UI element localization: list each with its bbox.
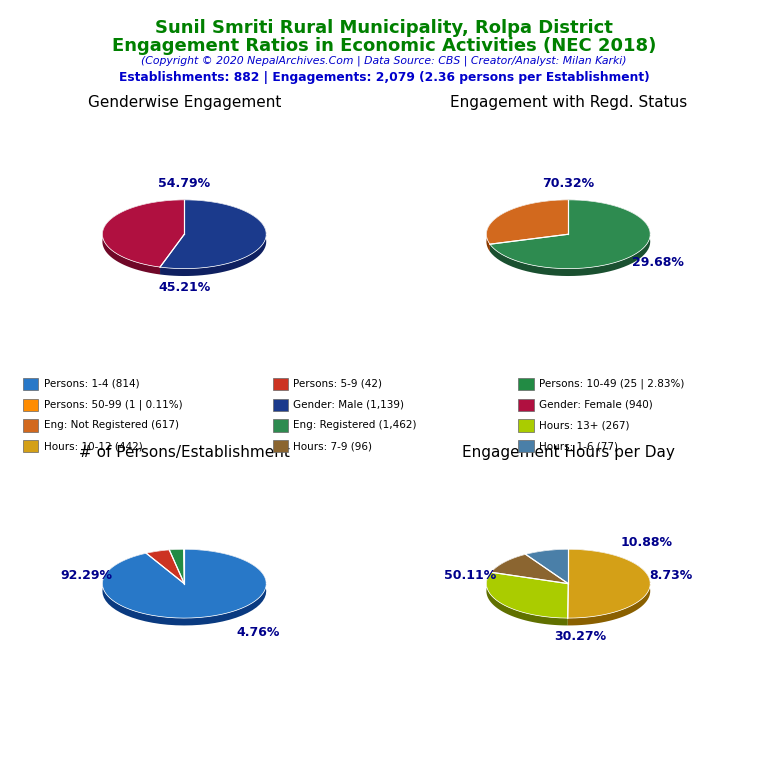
Text: Eng: Registered (1,462): Eng: Registered (1,462) [293, 420, 417, 431]
Text: 54.79%: 54.79% [158, 177, 210, 190]
Text: 50.11%: 50.11% [444, 569, 496, 582]
Polygon shape [160, 200, 266, 276]
Polygon shape [490, 200, 650, 276]
Polygon shape [486, 572, 568, 618]
Text: 29.68%: 29.68% [633, 257, 684, 270]
Text: Persons: 10-49 (25 | 2.83%): Persons: 10-49 (25 | 2.83%) [539, 379, 684, 389]
Title: Engagement Hours per Day: Engagement Hours per Day [462, 445, 675, 459]
Polygon shape [490, 200, 650, 269]
Polygon shape [169, 549, 184, 558]
Text: 92.29%: 92.29% [60, 569, 112, 582]
Text: 45.21%: 45.21% [158, 281, 210, 294]
Polygon shape [486, 200, 568, 244]
Text: Persons: 5-9 (42): Persons: 5-9 (42) [293, 379, 382, 389]
Text: Gender: Female (940): Gender: Female (940) [539, 399, 653, 410]
Polygon shape [525, 549, 568, 584]
Text: Sunil Smriti Rural Municipality, Rolpa District: Sunil Smriti Rural Municipality, Rolpa D… [155, 19, 613, 37]
Title: Engagement with Regd. Status: Engagement with Regd. Status [450, 95, 687, 110]
Polygon shape [160, 200, 266, 269]
Text: Hours: 10-12 (442): Hours: 10-12 (442) [44, 441, 143, 452]
Text: Hours: 7-9 (96): Hours: 7-9 (96) [293, 441, 372, 452]
Polygon shape [486, 572, 568, 625]
Polygon shape [568, 549, 650, 618]
Text: (Copyright © 2020 NepalArchives.Com | Data Source: CBS | Creator/Analyst: Milan : (Copyright © 2020 NepalArchives.Com | Da… [141, 55, 627, 66]
Polygon shape [146, 550, 184, 584]
Title: # of Persons/Establishment: # of Persons/Establishment [79, 445, 290, 459]
Polygon shape [491, 554, 525, 580]
Text: Engagement Ratios in Economic Activities (NEC 2018): Engagement Ratios in Economic Activities… [112, 37, 656, 55]
Text: Gender: Male (1,139): Gender: Male (1,139) [293, 399, 405, 410]
Text: Persons: 1-4 (814): Persons: 1-4 (814) [44, 379, 140, 389]
Text: 30.27%: 30.27% [554, 631, 607, 644]
Text: 8.73%: 8.73% [649, 569, 692, 582]
Text: Persons: 50-99 (1 | 0.11%): Persons: 50-99 (1 | 0.11%) [44, 399, 183, 410]
Text: Establishments: 882 | Engagements: 2,079 (2.36 persons per Establishment): Establishments: 882 | Engagements: 2,079… [119, 71, 649, 84]
Polygon shape [102, 549, 266, 618]
Polygon shape [491, 554, 568, 584]
Text: 4.76%: 4.76% [237, 627, 280, 639]
Text: Hours: 1-6 (77): Hours: 1-6 (77) [539, 441, 618, 452]
Text: 10.88%: 10.88% [620, 536, 672, 549]
Text: Eng: Not Registered (617): Eng: Not Registered (617) [44, 420, 179, 431]
Text: Hours: 13+ (267): Hours: 13+ (267) [539, 420, 630, 431]
Text: 70.32%: 70.32% [542, 177, 594, 190]
Polygon shape [169, 549, 184, 584]
Polygon shape [102, 200, 184, 267]
Polygon shape [486, 200, 568, 252]
Polygon shape [146, 550, 169, 561]
Polygon shape [102, 200, 184, 274]
Polygon shape [102, 549, 266, 625]
Polygon shape [568, 549, 650, 625]
Title: Genderwise Engagement: Genderwise Engagement [88, 95, 281, 110]
Polygon shape [525, 549, 568, 561]
